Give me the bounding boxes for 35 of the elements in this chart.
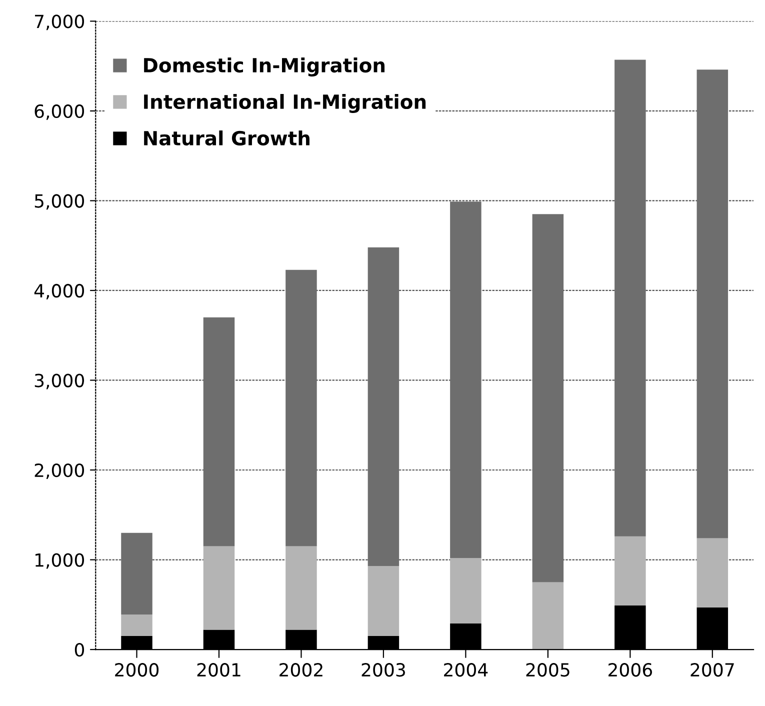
bar — [696, 538, 728, 608]
legend-label: Domestic In-Migration — [144, 58, 384, 76]
y-tick-label: 2,000 — [34, 463, 84, 479]
bar — [614, 60, 646, 536]
y-tick-label: 3,000 — [34, 374, 84, 390]
bar — [286, 270, 317, 546]
x-tick-label: 2002 — [280, 663, 322, 677]
bar — [286, 546, 317, 630]
bar — [121, 614, 152, 636]
legend-label: International In-Migration — [144, 94, 426, 113]
legend-label: Natural Growth — [144, 130, 310, 146]
y-tick-label: 1,000 — [36, 553, 84, 569]
bar — [696, 70, 728, 538]
bar — [121, 532, 152, 615]
bar — [450, 202, 482, 558]
y-tick-label: 6,000 — [34, 104, 84, 120]
x-tick-label: 2004 — [444, 663, 488, 677]
x-tick-label: 2006 — [608, 663, 652, 677]
x-tick-label: 2003 — [362, 663, 405, 677]
x-tick-label: 2007 — [690, 663, 734, 677]
bar — [368, 566, 400, 636]
bar — [614, 536, 646, 606]
y-tick-label: 7,000 — [35, 14, 84, 30]
x-tick-label: 2000 — [115, 663, 159, 677]
bar — [203, 317, 235, 546]
bar — [368, 247, 400, 566]
bar — [532, 214, 564, 582]
x-tick-label: 2001 — [197, 663, 240, 677]
y-tick-label: 0 — [74, 642, 84, 657]
x-tick-label: 2005 — [526, 663, 570, 677]
bar — [532, 582, 564, 650]
y-tick-label: 4,000 — [34, 284, 84, 300]
bar — [203, 546, 235, 630]
y-tick-label: 5,000 — [34, 194, 84, 210]
bar — [450, 558, 482, 624]
